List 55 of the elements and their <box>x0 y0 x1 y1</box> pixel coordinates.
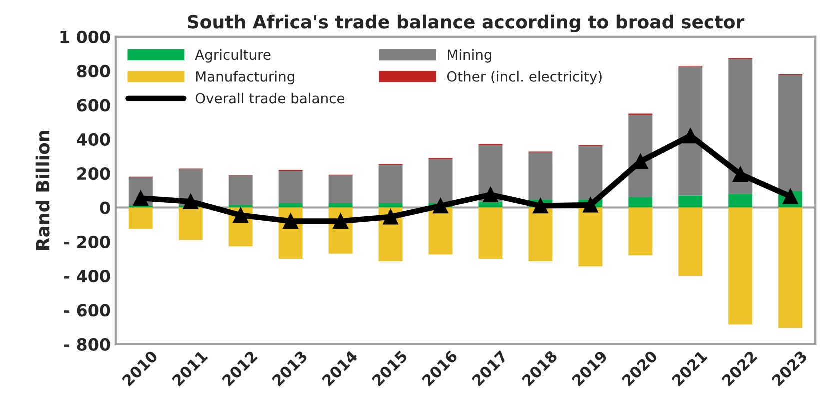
point <box>383 209 398 225</box>
y-tick-label: 400 <box>77 133 110 146</box>
bar <box>178 208 203 240</box>
bar <box>778 75 803 192</box>
point <box>333 214 348 230</box>
bar <box>328 175 353 204</box>
bar <box>728 194 753 208</box>
y-tick-label: - 400 <box>64 270 110 283</box>
point <box>683 128 698 144</box>
legend-label: Agriculture <box>195 49 271 63</box>
point <box>583 198 598 213</box>
bar <box>628 208 653 256</box>
point <box>533 198 548 214</box>
bar <box>628 197 653 208</box>
bar <box>228 205 253 208</box>
y-tick-label: 0 <box>100 202 110 214</box>
bar <box>378 165 403 204</box>
y-tick-label: 200 <box>78 168 110 180</box>
point <box>183 194 199 210</box>
chart-title: South Africa's trade balance according to broad sector <box>188 14 745 32</box>
bar <box>678 196 703 208</box>
point <box>233 208 248 224</box>
bar <box>428 208 453 255</box>
point <box>483 187 498 203</box>
bar <box>278 203 303 208</box>
bar <box>578 146 603 200</box>
bar <box>328 203 353 208</box>
bar <box>778 208 803 328</box>
legend-label: Manufacturing <box>196 71 294 85</box>
y-tick-label: 600 <box>77 99 110 112</box>
bar <box>428 159 453 204</box>
bar <box>528 152 553 200</box>
bar <box>678 208 703 276</box>
bar <box>128 208 153 230</box>
bar <box>728 208 753 325</box>
point <box>283 214 298 230</box>
bar <box>278 171 303 204</box>
bar <box>728 59 753 194</box>
y-tick-label: - 200 <box>64 236 110 248</box>
bar <box>678 66 703 196</box>
y-tick-label: 1 000 <box>60 30 110 44</box>
bar <box>578 208 603 267</box>
y-axis-title: Rand Billion <box>36 131 50 250</box>
bar <box>528 208 553 262</box>
bar <box>478 208 503 259</box>
bar <box>378 203 403 208</box>
legend-label: Mining <box>448 49 492 63</box>
bar <box>228 176 253 206</box>
legend-label: Other (incl. electricity) <box>447 71 602 85</box>
y-tick-label: 800 <box>77 65 110 78</box>
point <box>433 198 448 214</box>
point <box>732 166 748 182</box>
legend-label: Overall trade balance <box>196 92 345 104</box>
y-tick-label: - 800 <box>64 338 110 351</box>
y-tick-label: - 600 <box>64 304 110 317</box>
